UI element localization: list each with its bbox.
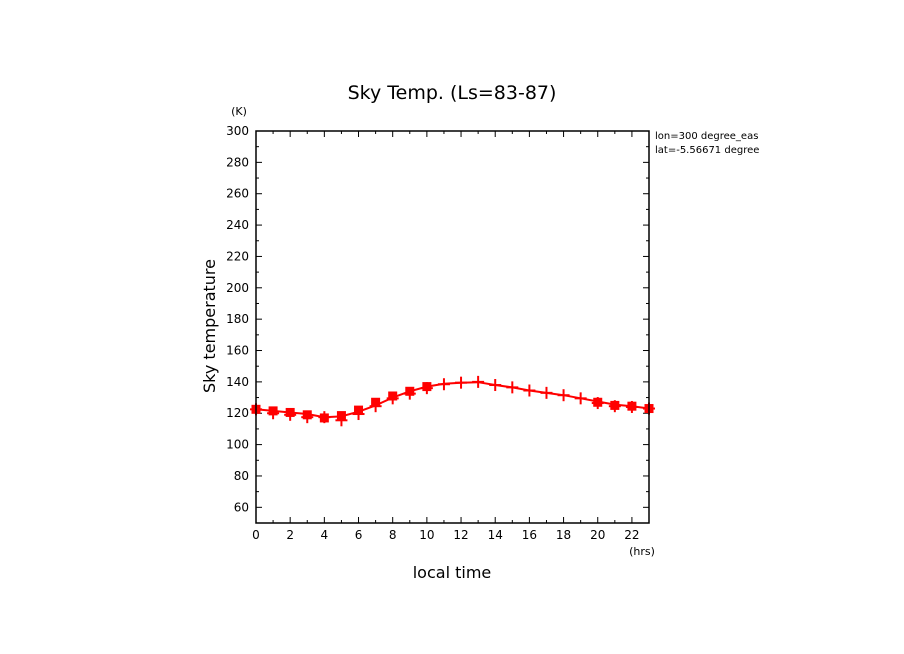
data-point-plus: [420, 382, 433, 395]
data-point-plus: [301, 411, 314, 424]
data-point-plus: [472, 375, 485, 388]
data-point-plus: [625, 400, 638, 413]
series-line: [255, 381, 650, 419]
x-unit-label: (hrs): [629, 545, 655, 558]
y-tick-label: 220: [226, 249, 249, 263]
y-tick-label: 120: [226, 406, 249, 420]
data-point-plus: [369, 400, 382, 413]
data-point-plus: [523, 384, 536, 397]
annotation-lat: lat=-5.56671 degree: [655, 145, 759, 156]
x-tick-label: 2: [286, 528, 294, 542]
x-tick-label: 10: [419, 528, 434, 542]
y-tick-label: 200: [226, 281, 249, 295]
data-point-plus: [386, 392, 399, 405]
y-tick-label: 180: [226, 312, 249, 326]
data-point-plus: [403, 387, 416, 400]
data-point-plus: [284, 408, 297, 421]
data-point-plus: [506, 381, 519, 394]
x-axis-label: local time: [413, 563, 492, 582]
data-point-plus: [608, 400, 621, 413]
y-tick-label: 100: [226, 438, 249, 452]
data-point-plus: [335, 414, 348, 427]
data-point-plus: [489, 379, 502, 392]
chart-title: Sky Temp. (Ls=83-87): [348, 82, 557, 104]
data-point-plus: [352, 408, 365, 421]
x-tick-label: 20: [590, 528, 605, 542]
data-point-plus: [267, 407, 280, 420]
y-tick-label: 260: [226, 187, 249, 201]
y-axis-label: Sky temperature: [200, 259, 219, 393]
data-point-plus: [574, 392, 587, 405]
x-tick-label: 18: [556, 528, 571, 542]
data-point-plus: [318, 411, 331, 424]
y-unit-label: (K): [231, 105, 247, 118]
y-tick-label: 80: [234, 469, 249, 483]
x-tick-label: 4: [321, 528, 329, 542]
y-tick-label: 160: [226, 344, 249, 358]
data-point-plus: [437, 378, 450, 391]
x-tick-label: 8: [389, 528, 397, 542]
x-tick-label: 16: [522, 528, 537, 542]
annotation-lon: lon=300 degree_eas: [655, 131, 758, 142]
y-tick-label: 300: [226, 124, 249, 138]
x-tick-label: 14: [488, 528, 503, 542]
y-tick-label: 280: [226, 155, 249, 169]
plot-frame: [255, 130, 650, 524]
y-tick-label: 140: [226, 375, 249, 389]
y-tick-label: 60: [234, 500, 249, 514]
data-point-plus: [540, 386, 553, 399]
x-tick-label: 0: [252, 528, 260, 542]
x-tick-label: 22: [624, 528, 639, 542]
x-tick-label: 6: [355, 528, 363, 542]
data-point-plus: [455, 376, 468, 389]
x-tick-label: 12: [453, 528, 468, 542]
y-tick-label: 240: [226, 218, 249, 232]
data-point-plus: [591, 397, 604, 410]
data-point-plus: [557, 389, 570, 402]
